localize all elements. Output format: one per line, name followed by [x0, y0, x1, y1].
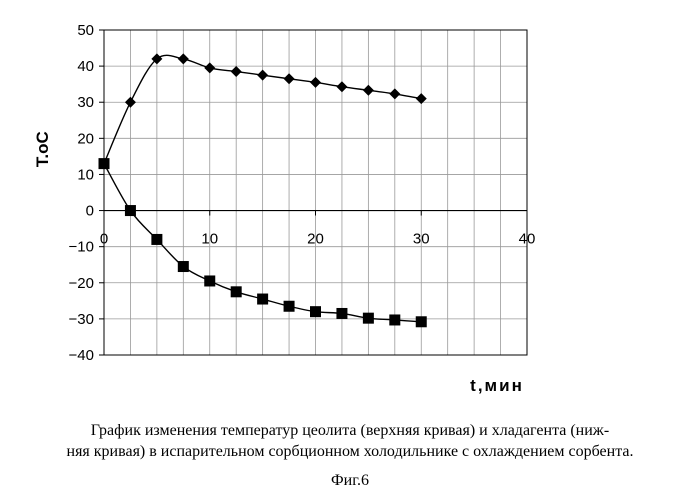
y-tick-label: 10: [77, 166, 94, 183]
caption-line-2: няя кривая) в испарительном сорбционном …: [66, 443, 634, 460]
y-tick-label: 30: [77, 94, 94, 111]
figure-label: Фиг.6: [331, 472, 369, 489]
y-tick-label: 0: [86, 203, 94, 220]
data-point-square: [415, 316, 427, 328]
y-tick-label: 20: [77, 130, 94, 147]
x-tick-label: 20: [307, 231, 324, 248]
data-point-diamond: [124, 96, 136, 108]
data-point-diamond: [204, 62, 216, 74]
data-point-square: [257, 293, 269, 305]
data-point-diamond: [362, 84, 374, 96]
data-point-diamond: [151, 53, 163, 65]
data-point-diamond: [257, 69, 269, 81]
data-point-diamond: [336, 81, 348, 93]
data-point-square: [310, 306, 321, 318]
caption-line-1: График изменения температур цеолита (вер…: [90, 422, 610, 439]
series-2: [98, 158, 427, 328]
y-axis-title: T.oC: [33, 131, 52, 167]
data-point-square: [230, 286, 242, 298]
data-point-square: [98, 158, 110, 170]
data-point-square: [204, 275, 216, 287]
y-tick-label: −40: [69, 347, 94, 364]
data-point-diamond: [415, 93, 427, 105]
data-point-square: [124, 205, 136, 217]
data-point-square: [283, 300, 295, 312]
y-tick-label: −30: [69, 311, 94, 328]
plot-area: [103, 29, 528, 356]
data-point-square: [336, 307, 348, 319]
x-tick-label: 0: [100, 231, 108, 248]
data-point-diamond: [177, 53, 189, 65]
series-layer: [98, 53, 427, 328]
data-point-diamond: [389, 88, 401, 100]
x-tick-label: 40: [519, 231, 536, 248]
y-tick-label: 40: [77, 58, 94, 75]
x-tick-label: 30: [413, 231, 430, 248]
data-point-diamond: [230, 66, 242, 78]
data-point-diamond: [310, 76, 321, 88]
data-point-diamond: [283, 73, 295, 85]
y-tick-label: 50: [77, 22, 94, 39]
y-tick-label: −20: [69, 275, 94, 292]
y-tick-label: −10: [69, 239, 94, 256]
y-axis-ticks: 50 40 30 20 10 0 −10 −20 −30 −40: [69, 22, 104, 364]
data-point-square: [177, 261, 189, 273]
chart: 50 40 30 20 10 0 −10 −20 −30 −40 0 10 20 30 40 T.oC t…: [33, 22, 536, 395]
data-point-square: [362, 312, 374, 324]
x-axis-title: t,мин: [470, 376, 524, 395]
data-point-square: [151, 233, 163, 245]
x-axis-ticks: 0 10 20 30 40: [100, 210, 536, 248]
data-point-square: [389, 314, 401, 326]
x-tick-label: 10: [201, 231, 218, 248]
